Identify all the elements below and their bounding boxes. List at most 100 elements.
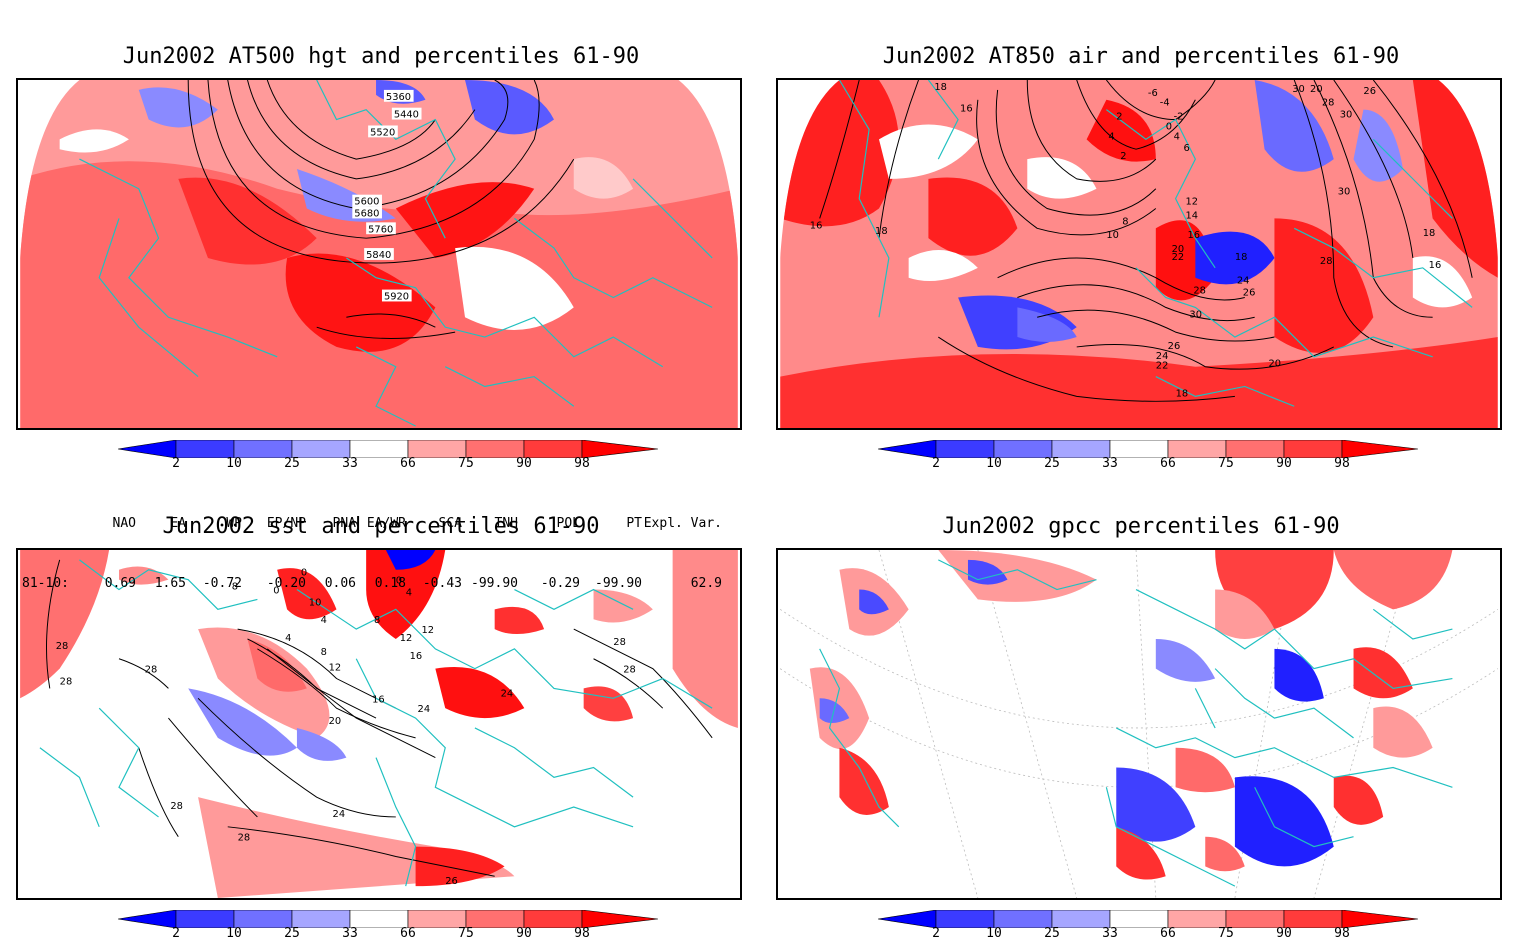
contour-label: 28 bbox=[60, 676, 73, 687]
colorbar-tick-label: 90 bbox=[1276, 456, 1292, 471]
index-value: -99.90 bbox=[595, 576, 642, 591]
hgt500-contour-labels: 5360 5440 5520 5600 5680 5760 5840 5920 bbox=[352, 89, 422, 302]
contour-label: 5760 bbox=[368, 224, 393, 235]
sst-contour-labels: 28 28 8 0 0 10 4 0 4 8 12 12 16 4 8 12 1… bbox=[56, 568, 636, 887]
colorbar-swatches bbox=[878, 440, 1418, 458]
panel-title-sst: Jun2002 sst and percentiles 61-90 bbox=[162, 514, 600, 539]
colorbar-tick-label: 98 bbox=[574, 926, 590, 941]
air850-map: 18 16 16 18 -6 -4 -2 0 2 4 2 4 6 8 10 12… bbox=[780, 80, 1498, 428]
colorbar-tick-label: 10 bbox=[226, 926, 242, 941]
contour-label: 10 bbox=[309, 597, 322, 608]
colorbar-tick-label: 75 bbox=[1218, 926, 1234, 941]
index-value: -0.72 bbox=[202, 576, 242, 591]
index-header: EP/NP bbox=[266, 516, 306, 531]
index-value: -0.43 bbox=[422, 576, 462, 591]
contour-label: 12 bbox=[400, 633, 413, 644]
colorbar-tick-label: 2 bbox=[932, 456, 940, 471]
panel-title-hgt500: Jun2002 AT500 hgt and percentiles 61-90 bbox=[122, 44, 640, 69]
colorbar-tick-label: 66 bbox=[400, 926, 416, 941]
index-header: EA bbox=[170, 516, 186, 531]
colorbar-tick-label: 90 bbox=[1276, 926, 1292, 941]
map-panel-gpcc bbox=[776, 548, 1502, 900]
contour-label: 16 bbox=[410, 651, 423, 662]
air850-contour-labels: 18 16 16 18 -6 -4 -2 0 2 4 2 4 6 8 10 12… bbox=[810, 82, 1441, 399]
colorbar-tick-label: 90 bbox=[516, 926, 532, 941]
contour-label: 16 bbox=[1429, 260, 1442, 271]
contour-label: 18 bbox=[1423, 228, 1436, 239]
colorbar-tick-label: 33 bbox=[342, 926, 358, 941]
contour-label: 22 bbox=[1172, 252, 1185, 263]
contour-label: 30 bbox=[1338, 187, 1351, 198]
colorbar-tick-label: 10 bbox=[226, 456, 242, 471]
contour-label: 28 bbox=[1193, 286, 1206, 297]
contour-label: 16 bbox=[810, 220, 823, 231]
contour-label: 12 bbox=[422, 625, 435, 636]
contour-label: 18 bbox=[934, 82, 947, 93]
contour-label: 5440 bbox=[394, 110, 419, 121]
indices-value-row: 81-10: 0.69 1.65 -0.72 -0.20 0.06 0.18 -0.43 -99… bbox=[22, 574, 722, 594]
contour-label: 5840 bbox=[366, 250, 391, 261]
contour-label: 30 bbox=[1292, 84, 1305, 95]
teleconnection-indices: NAO EA WP EP/NP PNA EA/WR SCA TNH POL PT Expl. Var… bbox=[22, 474, 722, 614]
colorbar-tick-label: 33 bbox=[1102, 926, 1118, 941]
contour-label: 28 bbox=[1322, 98, 1335, 109]
contour-label: 0 bbox=[1166, 121, 1172, 132]
contour-label: 28 bbox=[145, 665, 158, 676]
index-value: 0.06 bbox=[324, 576, 356, 591]
contour-label: 12 bbox=[329, 663, 342, 674]
index-value: 0.18 bbox=[374, 576, 406, 591]
colorbar-gpcc: 2 10 25 33 66 75 90 98 bbox=[878, 910, 1418, 944]
map-panel-hgt500: 5360 5440 5520 5600 5680 5760 5840 5920 bbox=[16, 78, 742, 430]
contour-label: 28 bbox=[613, 637, 626, 648]
index-header: WP bbox=[226, 516, 242, 531]
contour-label: 14 bbox=[1185, 210, 1198, 221]
contour-label: 28 bbox=[1320, 256, 1333, 267]
colorbar-labels: 2 10 25 33 66 75 90 98 bbox=[118, 926, 658, 942]
contour-label: 4 bbox=[321, 615, 327, 626]
contour-label: 5600 bbox=[354, 197, 379, 208]
contour-label: 24 bbox=[1156, 351, 1169, 362]
colorbar-tick-label: 75 bbox=[1218, 456, 1234, 471]
colorbar-tick-label: 2 bbox=[172, 456, 180, 471]
sst-map: 28 28 8 0 0 10 4 0 4 8 12 12 16 4 8 12 1… bbox=[20, 550, 738, 898]
colorbar-tick-label: 33 bbox=[342, 456, 358, 471]
contour-label: 28 bbox=[170, 801, 183, 812]
panel-title-air850: Jun2002 AT850 air and percentiles 61-90 bbox=[882, 44, 1400, 69]
colorbar-tick-label: 25 bbox=[1044, 926, 1060, 941]
contour-label: -2 bbox=[1174, 112, 1184, 123]
contour-label: 8 bbox=[321, 647, 327, 658]
index-value: -0.20 bbox=[266, 576, 306, 591]
contour-label: 4 bbox=[285, 633, 291, 644]
contour-label: 24 bbox=[501, 688, 514, 699]
contour-label: 8 bbox=[1122, 216, 1128, 227]
contour-label: 26 bbox=[1363, 86, 1376, 97]
contour-label: 0 bbox=[273, 586, 279, 597]
colorbar-tick-label: 75 bbox=[458, 456, 474, 471]
contour-label: 28 bbox=[238, 833, 251, 844]
index-value: 1.65 bbox=[154, 576, 186, 591]
hgt500-map: 5360 5440 5520 5600 5680 5760 5840 5920 bbox=[20, 80, 738, 428]
contour-label: 5520 bbox=[370, 127, 395, 138]
index-value: -0.29 bbox=[540, 576, 580, 591]
colorbar-tick-label: 2 bbox=[932, 926, 940, 941]
colorbar-tick-label: 33 bbox=[1102, 456, 1118, 471]
colorbar-swatches bbox=[878, 910, 1418, 928]
contour-label: 24 bbox=[333, 809, 346, 820]
colorbar-tick-label: 66 bbox=[1160, 456, 1176, 471]
contour-label: 0 bbox=[301, 568, 307, 579]
contour-label: 6 bbox=[1183, 143, 1189, 154]
contour-label: 18 bbox=[1235, 252, 1248, 263]
contour-label: 4 bbox=[1174, 131, 1180, 142]
contour-label: 30 bbox=[1189, 309, 1202, 320]
contour-label: 18 bbox=[875, 226, 888, 237]
colorbar-swatch bbox=[581, 440, 658, 458]
colorbar-tick-label: 66 bbox=[1160, 926, 1176, 941]
colorbar-tick-label: 66 bbox=[400, 456, 416, 471]
contour-label: 20 bbox=[1310, 84, 1323, 95]
contour-label: 28 bbox=[623, 665, 636, 676]
contour-label: 8 bbox=[232, 582, 238, 593]
contour-label: 22 bbox=[1156, 361, 1169, 372]
colorbar-tick-label: 98 bbox=[574, 456, 590, 471]
index-header: EA/WR bbox=[366, 516, 406, 531]
colorbar-tick-label: 25 bbox=[284, 456, 300, 471]
